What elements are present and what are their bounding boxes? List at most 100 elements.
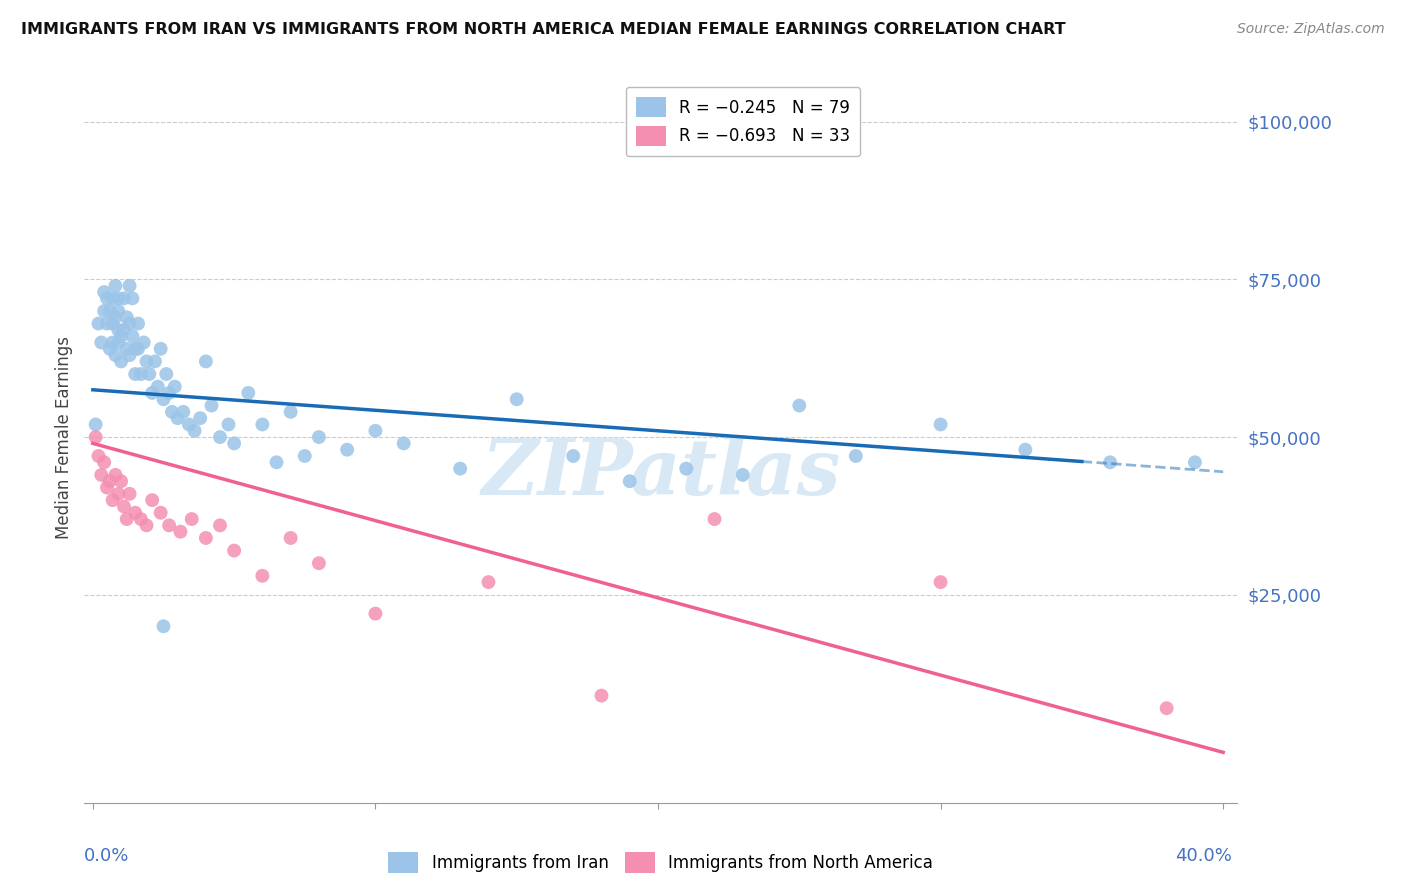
Point [177,417,200,432]
Point [132,335,155,350]
Point [127,317,149,331]
Point [200,399,222,413]
Point [364,424,387,438]
Point [280,531,302,545]
Text: Source: ZipAtlas.com: Source: ZipAtlas.com [1237,22,1385,37]
Point [929,575,952,590]
Point [118,317,141,331]
Point [112,291,135,305]
Point [364,607,387,621]
Point [180,512,202,526]
Point [166,411,188,425]
Point [96,317,118,331]
Point [1099,455,1122,469]
Point [152,392,174,407]
Point [112,323,135,337]
Point [135,518,157,533]
Point [208,518,231,533]
Point [104,467,127,482]
Text: ZIPatlas: ZIPatlas [481,435,841,512]
Point [118,487,141,501]
Point [138,367,160,381]
Point [280,405,302,419]
Point [118,278,141,293]
Point [449,461,471,475]
Point [169,524,191,539]
Point [703,512,725,526]
Point [392,436,415,450]
Point [152,619,174,633]
Point [160,405,183,419]
Point [675,461,697,475]
Point [1014,442,1036,457]
Point [157,518,180,533]
Point [143,354,166,368]
Point [787,399,810,413]
Point [308,556,330,570]
Point [308,430,330,444]
Point [129,512,152,526]
Point [135,354,157,368]
Point [107,335,129,350]
Point [146,379,169,393]
Point [93,285,115,299]
Point [188,411,211,425]
Point [84,430,107,444]
Point [929,417,952,432]
Point [149,506,172,520]
Point [224,436,246,450]
Text: 0.0%: 0.0% [84,847,129,865]
Point [104,278,127,293]
Point [1184,455,1206,469]
Legend: Immigrants from Iran, Immigrants from North America: Immigrants from Iran, Immigrants from No… [381,846,941,880]
Point [194,531,217,545]
Point [112,500,135,514]
Point [121,329,143,343]
Point [731,467,754,482]
Point [107,487,129,501]
Point [96,291,118,305]
Point [87,317,110,331]
Point [107,323,129,337]
Point [93,455,115,469]
Point [87,449,110,463]
Point [194,354,217,368]
Point [155,367,177,381]
Y-axis label: Median Female Earnings: Median Female Earnings [55,335,73,539]
Point [101,493,124,508]
Point [141,493,163,508]
Point [98,304,121,318]
Legend: R = −0.245   N = 79, R = −0.693   N = 33: R = −0.245 N = 79, R = −0.693 N = 33 [626,87,860,156]
Point [157,386,180,401]
Point [98,342,121,356]
Point [506,392,529,407]
Point [110,329,132,343]
Point [115,512,138,526]
Point [845,449,868,463]
Point [1156,701,1178,715]
Point [107,291,129,305]
Point [121,291,143,305]
Point [84,417,107,432]
Point [149,342,172,356]
Point [294,449,316,463]
Point [124,367,146,381]
Point [163,379,186,393]
Point [217,417,239,432]
Point [90,467,112,482]
Point [118,348,141,362]
Point [562,449,585,463]
Point [101,335,124,350]
Point [124,506,146,520]
Point [90,335,112,350]
Point [619,474,641,488]
Point [107,304,129,318]
Point [336,442,359,457]
Point [208,430,231,444]
Point [129,367,152,381]
Point [172,405,194,419]
Text: IMMIGRANTS FROM IRAN VS IMMIGRANTS FROM NORTH AMERICA MEDIAN FEMALE EARNINGS COR: IMMIGRANTS FROM IRAN VS IMMIGRANTS FROM … [21,22,1066,37]
Text: 40.0%: 40.0% [1175,847,1232,865]
Point [252,569,274,583]
Point [93,304,115,318]
